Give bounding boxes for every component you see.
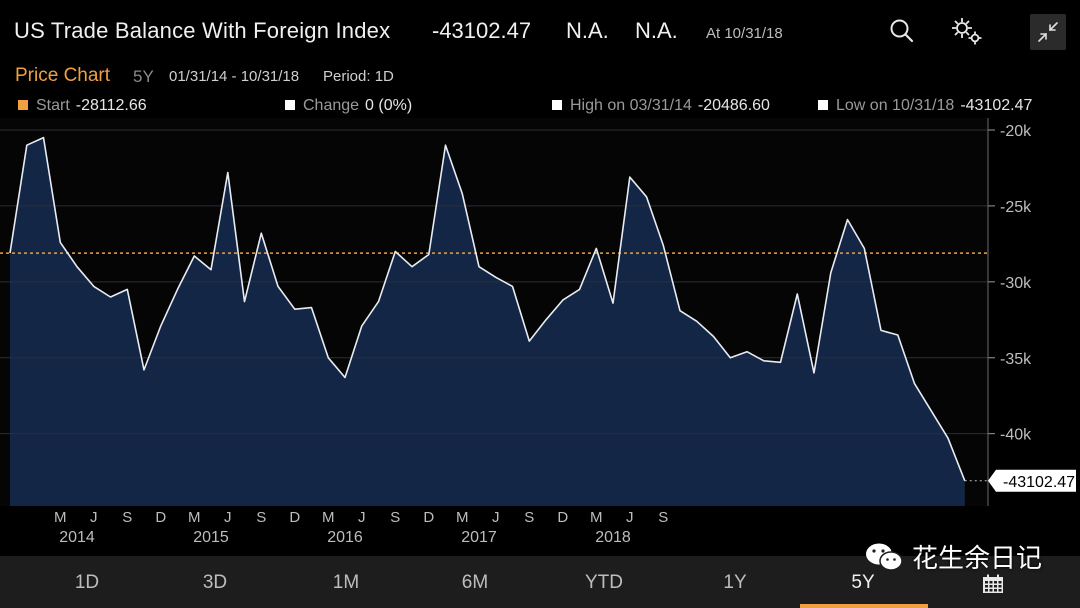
x-tick-label: D: [155, 509, 166, 526]
period-label: Period: 1D: [323, 68, 394, 85]
x-tick-label: S: [390, 509, 400, 526]
stat-high: High on 03/31/14 -20486.60: [552, 97, 770, 115]
collapse-button[interactable]: [1030, 14, 1066, 50]
date-range: 01/31/14 - 10/31/18: [169, 68, 300, 85]
price-chart[interactable]: -20k -25k -30k -35k -40k -43102.47 M J S D M J S D M J S…: [0, 118, 1080, 556]
tab-1d[interactable]: 1D: [74, 572, 100, 593]
stat-start: Start -28112.66: [18, 97, 147, 115]
y-tick-label: -35k: [1000, 351, 1032, 368]
series-line: [9, 136, 966, 482]
header-bar: US Trade Balance With Foreign Index -431…: [0, 0, 1080, 62]
tab-1m[interactable]: 1M: [332, 572, 360, 593]
tab-5y[interactable]: 5Y: [851, 572, 875, 593]
active-tab-underline: [800, 604, 928, 608]
y-tick-label: -20k: [1000, 123, 1032, 140]
high-marker-icon: [552, 100, 562, 110]
current-value-tag: [988, 469, 1076, 492]
x-tick-label: M: [322, 509, 335, 526]
stat-low: Low on 10/31/18 -43102.47: [818, 97, 1032, 115]
last-value: -43102.47: [432, 18, 532, 43]
tab-1y[interactable]: 1Y: [723, 572, 747, 593]
stat-high-label: High on 03/31/14: [570, 97, 692, 114]
stat-start-label: Start: [36, 97, 70, 114]
y-tick-label: -30k: [1000, 275, 1032, 292]
x-tick-label: S: [122, 509, 132, 526]
search-icon[interactable]: [885, 14, 919, 48]
x-tick-label: D: [289, 509, 300, 526]
x-tick-label: J: [224, 509, 232, 526]
x-tick-label: S: [658, 509, 668, 526]
stat-change: Change 0 (0%): [285, 97, 412, 115]
percent-change: N.A.: [635, 18, 678, 43]
tab-ytd[interactable]: YTD: [585, 572, 623, 593]
start-marker-icon: [18, 100, 28, 110]
collapse-arrows-icon: [1038, 22, 1058, 42]
settings-gears-icon[interactable]: [948, 14, 986, 48]
as-of-date: At 10/31/18: [706, 25, 783, 42]
x-tick-label: D: [557, 509, 568, 526]
stat-start-value: -28112.66: [75, 97, 147, 114]
current-value-label: -43102.47: [1003, 474, 1075, 491]
tab-3d[interactable]: 3D: [202, 572, 228, 593]
x-tick-label: J: [90, 509, 98, 526]
x-tick-label: M: [188, 509, 201, 526]
stat-change-label: Change: [303, 97, 360, 114]
stat-low-value: -43102.47: [960, 97, 1033, 114]
x-tick-label: J: [626, 509, 634, 526]
x-tick-label: S: [524, 509, 534, 526]
x-tick-label: D: [423, 509, 434, 526]
range-label: 5Y: [133, 67, 154, 86]
x-tick-label: M: [590, 509, 603, 526]
x-tick-label: J: [358, 509, 366, 526]
x-year-label: 2015: [193, 529, 229, 546]
watermark: 花生余日记: [864, 538, 1042, 575]
x-year-label: 2018: [595, 529, 631, 546]
low-marker-icon: [818, 100, 828, 110]
change-marker-icon: [285, 100, 295, 110]
net-change: N.A.: [566, 18, 609, 43]
x-tick-label: S: [256, 509, 266, 526]
wechat-icon: [866, 543, 903, 571]
range-tab-bar: 1D 3D 1M 6M YTD 1Y 5Y: [0, 556, 1080, 608]
x-year-label: 2016: [327, 529, 363, 546]
y-tick-label: -40k: [1000, 427, 1032, 444]
price-chart-label: Price Chart: [15, 65, 111, 86]
page-title: US Trade Balance With Foreign Index: [14, 18, 391, 43]
stat-change-value: 0 (0%): [365, 97, 413, 114]
stat-high-value: -20486.60: [697, 97, 770, 114]
watermark-text: 花生余日记: [912, 544, 1043, 574]
x-year-label: 2014: [59, 529, 95, 546]
tab-6m[interactable]: 6M: [461, 572, 489, 593]
stat-low-label: Low on 10/31/18: [836, 97, 955, 114]
x-tick-label: M: [54, 509, 67, 526]
y-tick-label: -25k: [1000, 199, 1032, 216]
x-year-label: 2017: [461, 529, 497, 546]
calendar-icon[interactable]: [982, 574, 1004, 594]
x-tick-label: J: [492, 509, 500, 526]
series-area: [10, 137, 965, 506]
x-tick-label: M: [456, 509, 469, 526]
